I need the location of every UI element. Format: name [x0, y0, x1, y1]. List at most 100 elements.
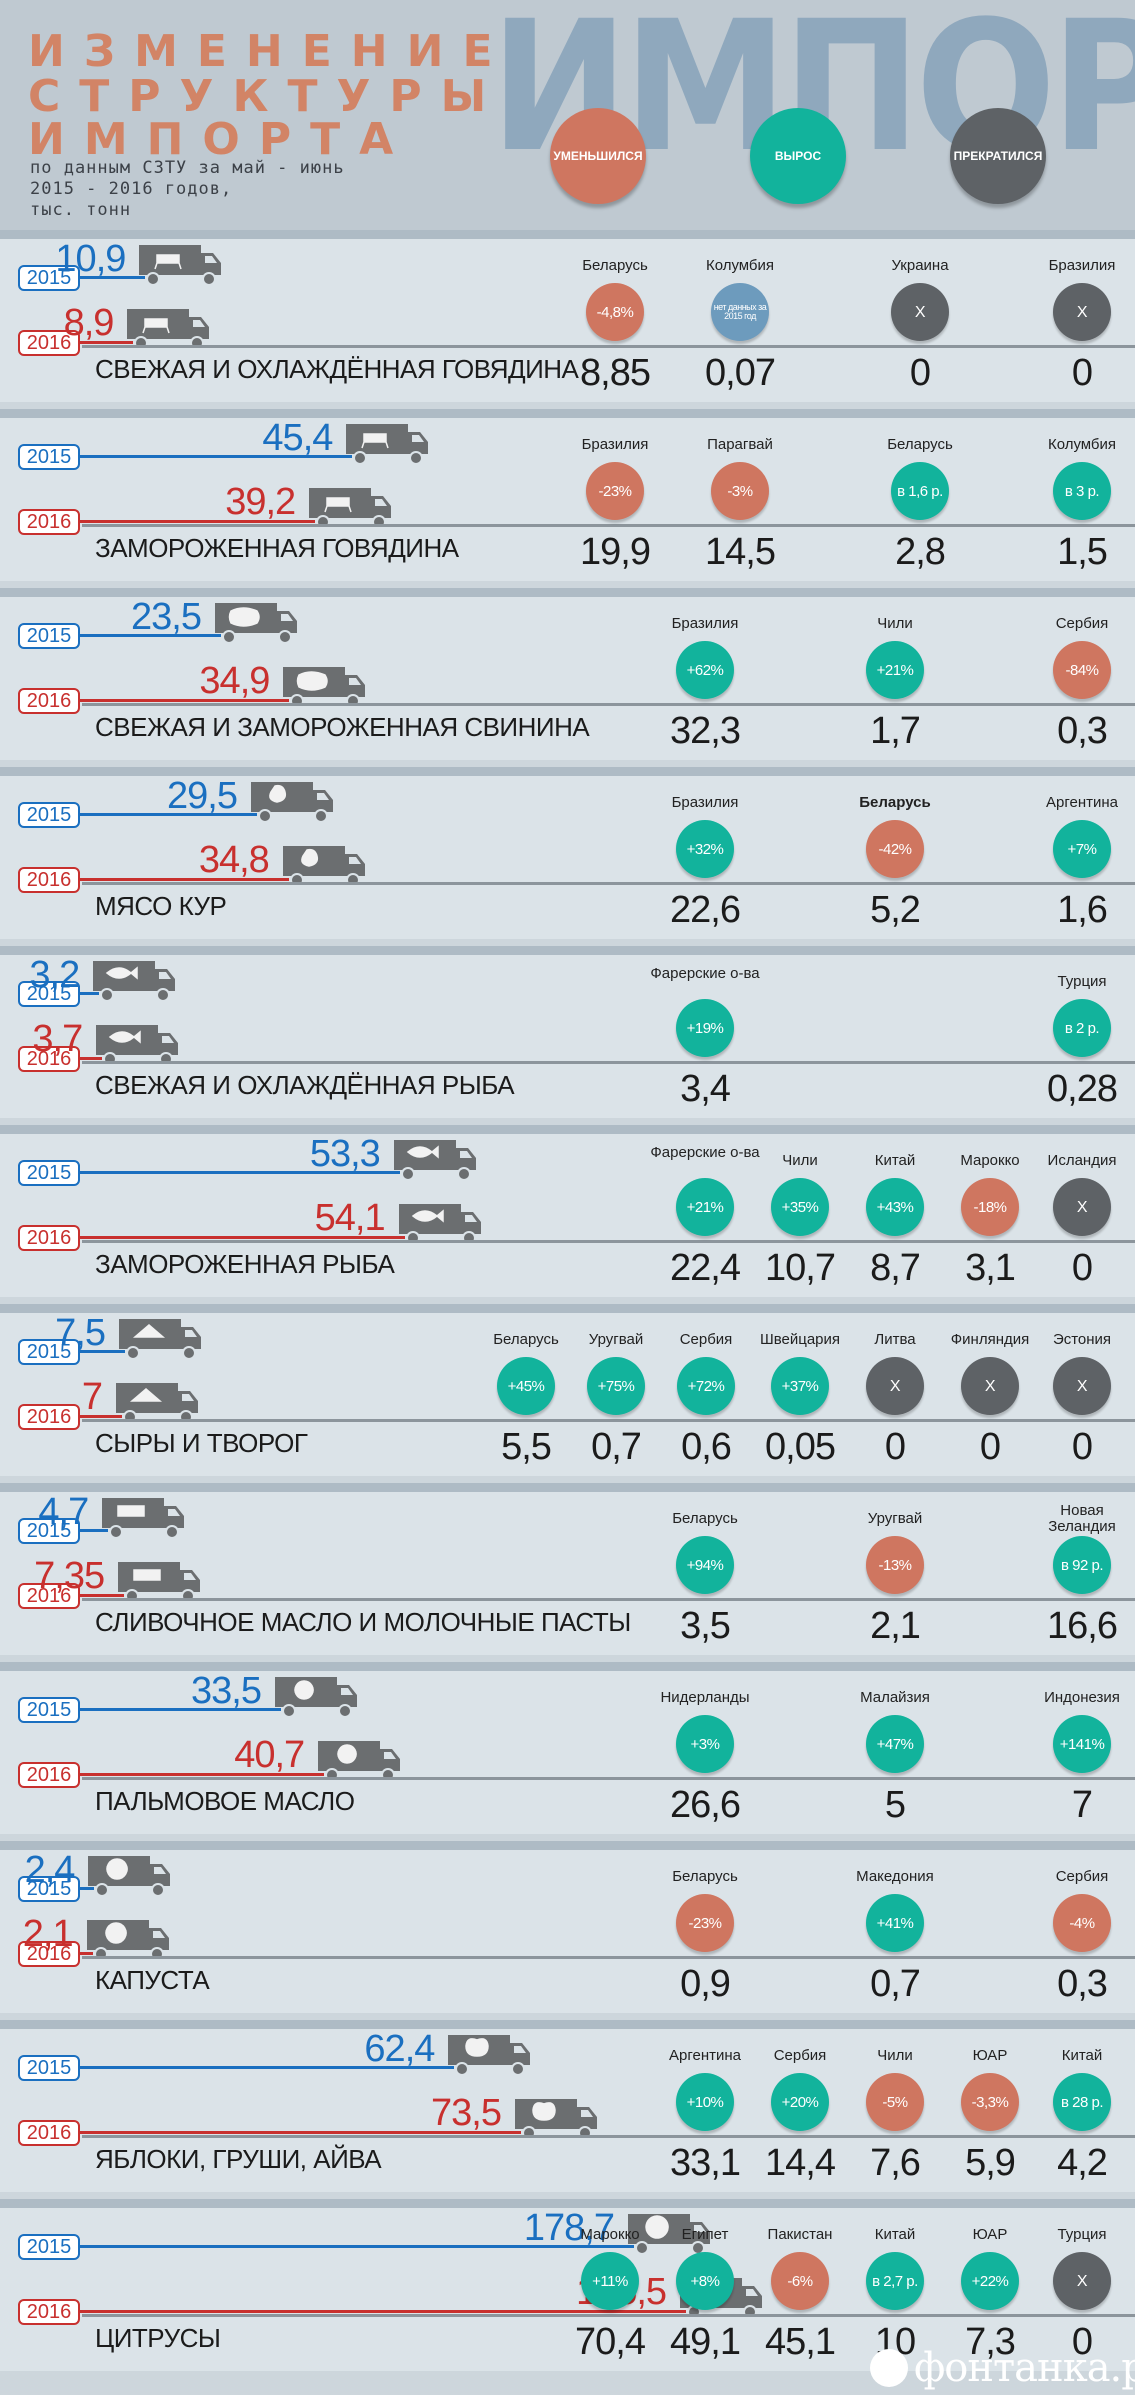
change-up-icon: +37%: [771, 1357, 829, 1415]
change-up-icon: в 3 р.: [1053, 462, 1111, 520]
bar-2016: [80, 2310, 687, 2313]
section-divider: [0, 767, 1135, 776]
cow-truck-icon: [123, 299, 213, 353]
bar-2016: [80, 520, 316, 523]
country-value: 0: [1071, 352, 1093, 394]
country-name: Беларусь: [672, 1510, 738, 1527]
product-name: МЯСО КУР: [95, 891, 227, 921]
year-label-2016: 2016: [18, 1225, 80, 1251]
country-name: Пакистан: [767, 2226, 833, 2243]
change-up-icon: в 92 р.: [1053, 1536, 1111, 1594]
change-up-icon: +141%: [1053, 1715, 1111, 1773]
year-label-2016: 2016: [18, 509, 80, 535]
country-value: 7: [1071, 1784, 1093, 1826]
change-down-icon: -4%: [1053, 1894, 1111, 1952]
product-name: ЗАМОРОЖЕННАЯ РЫБА: [95, 1249, 395, 1279]
bar-2016: [80, 2131, 521, 2134]
change-up-icon: в 28 р.: [1053, 2073, 1111, 2131]
cow-truck-icon: [135, 235, 225, 289]
change-down-icon: -6%: [771, 2252, 829, 2310]
change-up-icon: +20%: [771, 2073, 829, 2131]
change-down-icon: -4,8%: [586, 283, 644, 341]
cabbage-truck-icon: [84, 1846, 174, 1900]
change-up-icon: +22%: [961, 2252, 1019, 2310]
change-up-icon: +19%: [676, 999, 734, 1057]
legend-decrease: УМЕНЬШИЛСЯ: [550, 108, 646, 204]
country-name: Марокко: [960, 1152, 1020, 1169]
value-2016: 3,7: [32, 1018, 83, 1060]
country-name: Уругвай: [867, 1510, 923, 1527]
logo-text: фонтанка.ру: [914, 2345, 1135, 2391]
country-name: Марокко: [580, 2226, 640, 2243]
country-name: Новая Зеландия: [1048, 1502, 1116, 1535]
country-name: Бразилия: [671, 615, 739, 632]
country-value: 0: [979, 1426, 1001, 1468]
country-value: 5: [884, 1784, 906, 1826]
year-label-2016: 2016: [18, 867, 80, 893]
country-name: Литва: [874, 1331, 916, 1348]
change-stop-icon: X: [891, 283, 949, 341]
country-name: Беларусь: [887, 436, 953, 453]
bar-2015: [80, 634, 221, 637]
country-value: 0,9: [680, 1963, 731, 2005]
section-divider: [0, 1125, 1135, 1134]
country-value: 45,1: [765, 2321, 836, 2363]
country-value: 7,6: [870, 2142, 921, 2184]
product-baseline: [82, 2314, 1135, 2317]
butter-truck-icon: [114, 1552, 204, 1606]
country-value: 5,5: [501, 1426, 552, 1468]
country-name: Украина: [891, 257, 949, 274]
country-name: Македония: [856, 1868, 934, 1885]
country-value: 0,07: [705, 352, 776, 394]
country-value: 5,9: [965, 2142, 1016, 2184]
country-name: Швейцария: [759, 1331, 841, 1348]
value-2015: 2,4: [24, 1849, 76, 1891]
title-line-2: СТРУКТУРЫ: [28, 71, 506, 122]
change-down-icon: -18%: [961, 1178, 1019, 1236]
change-stop-icon: X: [1053, 1357, 1111, 1415]
value-2016: 54,1: [314, 1197, 386, 1239]
year-label-2016: 2016: [18, 1404, 80, 1430]
change-up-icon: +35%: [771, 1178, 829, 1236]
product-baseline: [82, 703, 1135, 706]
chicken-truck-icon: [247, 772, 337, 826]
country-value: 3,5: [680, 1605, 731, 1647]
subtitle-line-1: по данным СЗТУ за май - июнь: [30, 158, 345, 178]
country-value: 0,05: [765, 1426, 836, 1468]
change-up-icon: в 2 р.: [1053, 999, 1111, 1057]
bar-2016: [80, 1236, 405, 1239]
country-name: Сербия: [1055, 1868, 1109, 1885]
country-name: Уругвай: [588, 1331, 644, 1348]
country-value: 0,7: [870, 1963, 921, 2005]
country-value: 0: [909, 352, 931, 394]
country-value: 49,1: [670, 2321, 741, 2363]
country-value: 1,7: [870, 710, 921, 752]
change-up-icon: +41%: [866, 1894, 924, 1952]
year-label-2016: 2016: [18, 1583, 80, 1609]
product-name: СВЕЖАЯ И ЗАМОРОЖЕННАЯ СВИНИНА: [95, 712, 590, 742]
change-stop-icon: X: [1053, 283, 1111, 341]
year-label-2015: 2015: [18, 1339, 80, 1365]
change-stop-icon: X: [961, 1357, 1019, 1415]
country-value: 1,6: [1057, 889, 1108, 931]
value-2015: 178,7: [523, 2207, 615, 2249]
value-2015: 29,5: [167, 775, 238, 817]
product-name: ПАЛЬМОВОЕ МАСЛО: [95, 1786, 355, 1816]
country-name: Беларусь: [493, 1331, 559, 1348]
subtitle-line-2: 2015 - 2016 годов,: [30, 179, 233, 199]
product-baseline: [82, 1240, 1135, 1243]
year-label-2015: 2015: [18, 444, 80, 470]
country-name: Исландия: [1047, 1152, 1117, 1169]
pig-truck-icon: [279, 657, 369, 711]
bar-2015: [80, 455, 353, 458]
change-up-icon: +47%: [866, 1715, 924, 1773]
change-up-icon: +72%: [677, 1357, 735, 1415]
change-up-icon: +21%: [866, 641, 924, 699]
value-2016: 39,2: [225, 481, 296, 523]
country-name: Китай: [874, 1152, 916, 1169]
product-baseline: [82, 1956, 1135, 1959]
bar-2016: [80, 1057, 103, 1060]
country-name: ЮАР: [972, 2047, 1008, 2064]
